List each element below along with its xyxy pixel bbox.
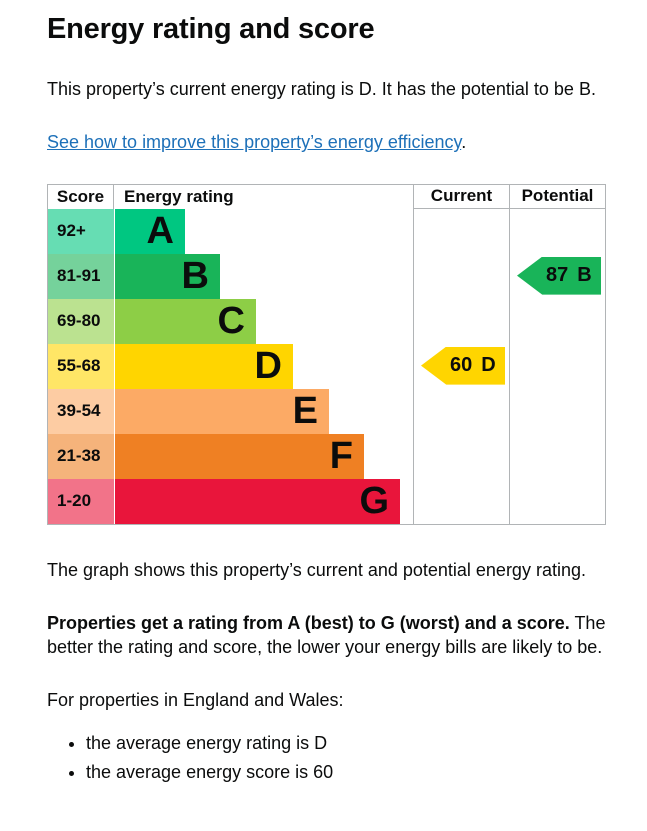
score-range-f: 21-38 bbox=[48, 433, 114, 479]
intro-text: This property’s current energy rating is… bbox=[47, 79, 596, 99]
rating-band-f: F bbox=[114, 433, 364, 479]
current-rating-arrow: 60 D bbox=[421, 346, 505, 385]
band-row-c: C bbox=[114, 298, 413, 344]
band-letter-g: G bbox=[359, 480, 389, 523]
rating-band-c: C bbox=[114, 298, 256, 344]
column-header-energy-rating: Energy rating bbox=[114, 184, 413, 209]
page-title: Energy rating and score bbox=[47, 13, 375, 45]
potential-score: 87 bbox=[546, 264, 569, 287]
rating-band-e: E bbox=[114, 388, 329, 434]
band-letter-f: F bbox=[329, 435, 353, 478]
band-letter-c: C bbox=[217, 300, 245, 343]
potential-rating-column: 87 B bbox=[509, 208, 605, 524]
averages-list: the average energy rating is D the avera… bbox=[47, 732, 607, 785]
score-range-e: 39-54 bbox=[48, 388, 114, 434]
score-range-b: 81-91 bbox=[48, 253, 114, 299]
column-header-potential: Potential bbox=[509, 184, 605, 209]
current-score: 60 bbox=[450, 354, 473, 377]
regions-intro: For properties in England and Wales: bbox=[47, 690, 344, 711]
link-period: . bbox=[461, 132, 467, 153]
potential-rating-arrow: 87 B bbox=[517, 256, 601, 295]
improve-efficiency-link[interactable]: See how to improve this property’s energ… bbox=[47, 132, 462, 153]
rating-explanation-rest: The better the rating and score, the low… bbox=[47, 612, 606, 658]
band-row-f: F bbox=[114, 433, 413, 479]
rating-explanation-bold: Properties get a rating from A (best) to… bbox=[47, 612, 570, 633]
column-header-score: Score bbox=[48, 184, 114, 209]
improve-link-line: See how to improve this property’s energ… bbox=[47, 130, 607, 154]
potential-letter: B bbox=[577, 264, 592, 287]
current-letter: D bbox=[481, 354, 496, 377]
score-range-a: 92+ bbox=[48, 208, 114, 254]
average-score-item: the average energy score is 60 bbox=[86, 761, 607, 784]
score-range-d: 55-68 bbox=[48, 343, 114, 389]
band-row-b: B bbox=[114, 253, 413, 299]
rating-band-a: A bbox=[114, 208, 185, 254]
average-rating-item: the average energy rating is D bbox=[86, 732, 607, 755]
current-rating-column: 60 D bbox=[413, 208, 509, 524]
band-row-e: E bbox=[114, 388, 413, 434]
energy-rating-chart: Score Energy rating Current Potential 60… bbox=[47, 183, 606, 525]
band-row-a: A bbox=[114, 208, 413, 254]
column-header-current: Current bbox=[413, 184, 509, 209]
band-row-d: D bbox=[114, 343, 413, 389]
score-range-g: 1-20 bbox=[48, 478, 114, 524]
score-range-c: 69-80 bbox=[48, 298, 114, 344]
band-letter-a: A bbox=[146, 210, 174, 253]
rating-explanation: Properties get a rating from A (best) to… bbox=[47, 611, 607, 660]
rating-band-d: D bbox=[114, 343, 293, 389]
graph-caption: The graph shows this property’s current … bbox=[47, 559, 586, 580]
rating-band-g: G bbox=[114, 478, 400, 524]
band-letter-e: E bbox=[292, 390, 318, 433]
band-row-g: G bbox=[114, 478, 413, 524]
band-letter-d: D bbox=[254, 345, 282, 388]
band-letter-b: B bbox=[181, 255, 209, 298]
rating-band-b: B bbox=[114, 253, 220, 299]
